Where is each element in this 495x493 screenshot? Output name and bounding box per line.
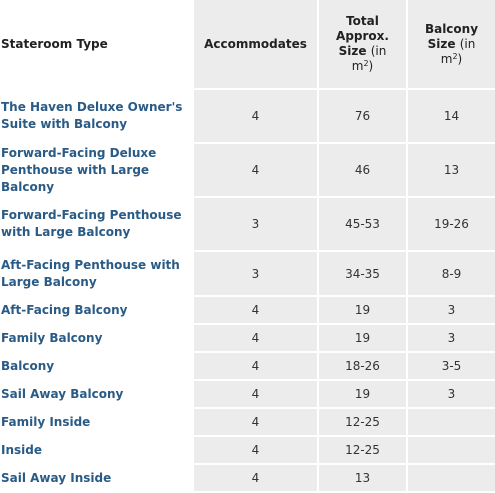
total-size-cell: 76 (317, 90, 406, 144)
header-total-size-l2: Approx. (336, 29, 389, 43)
header-balcony-unit: m (440, 51, 453, 66)
balcony-size-cell: 8-9 (406, 252, 495, 297)
table-row: Family Inside 4 12-25 (0, 409, 495, 437)
header-total-size-unit: m (351, 59, 364, 73)
total-size-cell: 19 (317, 381, 406, 409)
accommodates-cell: 4 (194, 353, 317, 381)
header-total-size-sup: 2 (363, 59, 369, 68)
total-size-cell: 12-25 (317, 437, 406, 465)
total-size-cell: 46 (317, 144, 406, 198)
total-size-cell: 19 (317, 325, 406, 353)
table-row: Inside 4 12-25 (0, 437, 495, 465)
table-row: Family Balcony 4 19 3 (0, 325, 495, 353)
total-size-cell: 19 (317, 297, 406, 325)
header-total-size-l3: Size (338, 44, 367, 58)
accommodates-cell: 3 (194, 198, 317, 252)
header-balcony-unit-open: (in (459, 36, 476, 51)
header-total-size-unit-close: ) (368, 59, 374, 73)
header-balcony-l2: Size (427, 36, 456, 51)
accommodates-cell: 4 (194, 297, 317, 325)
accommodates-cell: 4 (194, 90, 317, 144)
total-size-cell: 18-26 (317, 353, 406, 381)
balcony-size-cell: 3 (406, 381, 495, 409)
header-accommodates: Accommodates (194, 0, 317, 90)
total-size-cell: 45-53 (317, 198, 406, 252)
balcony-size-cell: 19-26 (406, 198, 495, 252)
table-row: Aft-Facing Balcony 4 19 3 (0, 297, 495, 325)
accommodates-cell: 4 (194, 465, 317, 493)
stateroom-type-link[interactable]: Aft-Facing Balcony (0, 297, 194, 325)
balcony-size-cell (406, 465, 495, 493)
accommodates-cell: 4 (194, 381, 317, 409)
accommodates-cell: 3 (194, 252, 317, 297)
header-balcony-sup: 2 (452, 51, 458, 61)
header-total-size-l1: Total (346, 14, 379, 28)
accommodates-cell: 4 (194, 325, 317, 353)
stateroom-type-link[interactable]: Forward-Facing Deluxe Penthouse with Lar… (0, 144, 194, 198)
balcony-size-cell: 3-5 (406, 353, 495, 381)
header-total-size-unit-open: (in (370, 44, 387, 58)
header-balcony-size: Balcony Size (in m2) (406, 0, 495, 90)
stateroom-type-link[interactable]: Sail Away Balcony (0, 381, 194, 409)
accommodates-cell: 4 (194, 409, 317, 437)
balcony-size-cell: 3 (406, 297, 495, 325)
table-row: Sail Away Balcony 4 19 3 (0, 381, 495, 409)
table-row: Sail Away Inside 4 13 (0, 465, 495, 493)
stateroom-type-link[interactable]: Balcony (0, 353, 194, 381)
stateroom-type-link[interactable]: Aft-Facing Penthouse with Large Balcony (0, 252, 194, 297)
table-row: Balcony 4 18-26 3-5 (0, 353, 495, 381)
balcony-size-cell: 14 (406, 90, 495, 144)
header-balcony-l1: Balcony (424, 21, 479, 36)
table-row: Forward-Facing Penthouse with Large Balc… (0, 198, 495, 252)
balcony-size-cell (406, 437, 495, 465)
accommodates-cell: 4 (194, 144, 317, 198)
header-balcony-unit-close: ) (457, 51, 463, 66)
accommodates-cell: 4 (194, 437, 317, 465)
stateroom-type-link[interactable]: Family Balcony (0, 325, 194, 353)
header-stateroom-type: Stateroom Type (0, 0, 194, 90)
header-row: Stateroom Type Accommodates Total Approx… (0, 0, 495, 90)
balcony-size-cell: 13 (406, 144, 495, 198)
header-total-size: Total Approx. Size (in m2) (317, 0, 406, 90)
total-size-cell: 12-25 (317, 409, 406, 437)
table-row: Forward-Facing Deluxe Penthouse with Lar… (0, 144, 495, 198)
stateroom-type-link[interactable]: The Haven Deluxe Owner's Suite with Balc… (0, 90, 194, 144)
balcony-size-cell: 3 (406, 325, 495, 353)
table-row: The Haven Deluxe Owner's Suite with Balc… (0, 90, 495, 144)
table-row: Aft-Facing Penthouse with Large Balcony … (0, 252, 495, 297)
stateroom-type-link[interactable]: Family Inside (0, 409, 194, 437)
stateroom-type-link[interactable]: Forward-Facing Penthouse with Large Balc… (0, 198, 194, 252)
stateroom-type-link[interactable]: Inside (0, 437, 194, 465)
balcony-size-cell (406, 409, 495, 437)
total-size-cell: 34-35 (317, 252, 406, 297)
